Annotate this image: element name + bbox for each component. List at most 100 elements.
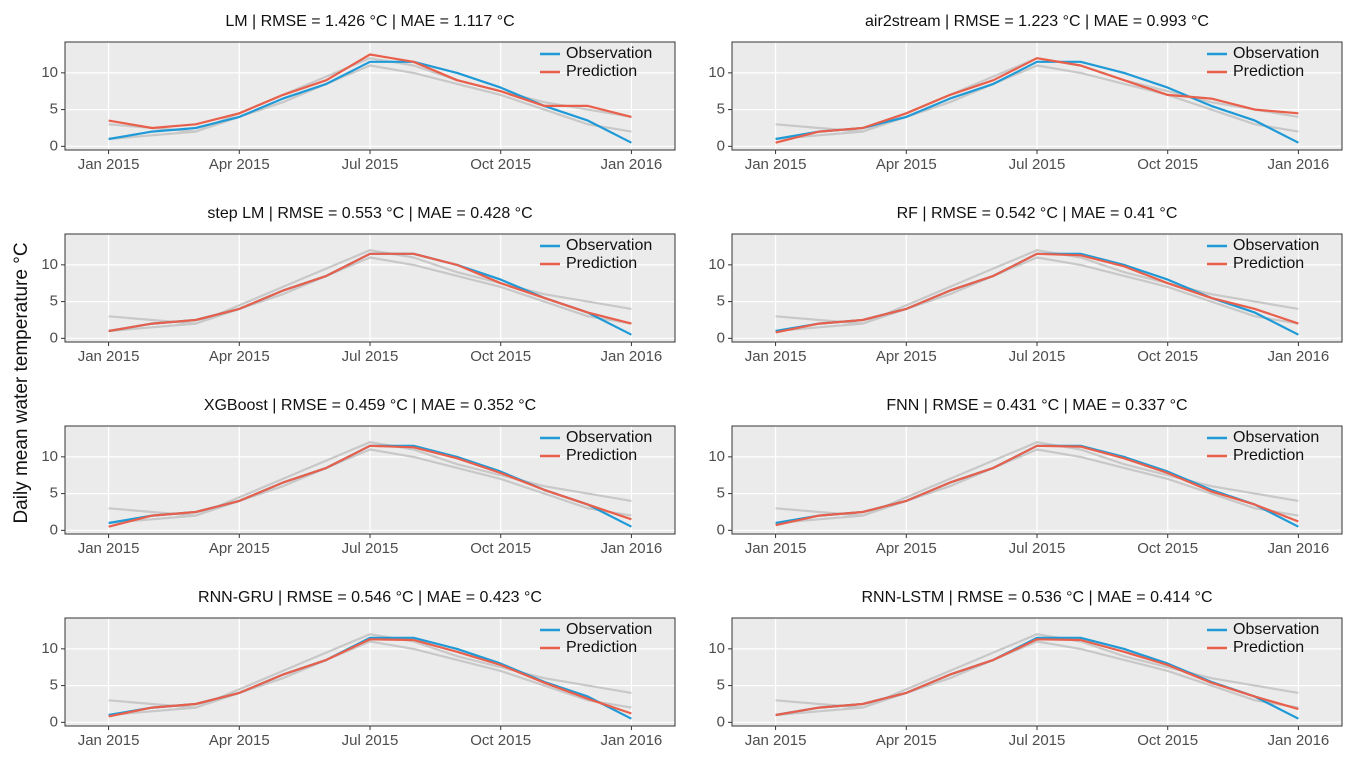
y-tick-label: 10: [708, 64, 725, 81]
x-tick-label: Apr 2015: [209, 732, 270, 749]
series-line: [108, 252, 632, 333]
x-tick-label: Jan 2016: [1268, 348, 1330, 365]
panel-title: air2stream | RMSE = 1.223 °C | MAE = 0.9…: [865, 13, 1209, 30]
series-line: [775, 57, 1299, 144]
plot-border: [64, 233, 676, 343]
legend-label: Observation: [1233, 45, 1319, 62]
plot-border: [64, 425, 676, 535]
x-tick-label: Jan 2015: [745, 540, 807, 557]
plot-border: [731, 617, 1343, 727]
y-tick-label: 5: [50, 677, 58, 694]
legend-label: Prediction: [1233, 63, 1304, 80]
legend-label: Prediction: [566, 63, 637, 80]
x-tick-label: Jan 2015: [78, 540, 140, 557]
y-tick-label: 10: [708, 448, 725, 465]
series-line: [775, 444, 1299, 527]
y-tick-label: 0: [50, 521, 58, 538]
plot-border: [731, 233, 1343, 343]
y-tick-label: 5: [717, 101, 725, 118]
x-tick-label: Oct 2015: [470, 732, 531, 749]
x-tick-label: Oct 2015: [470, 348, 531, 365]
x-tick-label: Apr 2015: [209, 156, 270, 173]
x-tick-label: Apr 2015: [876, 156, 937, 173]
x-tick-label: Oct 2015: [470, 540, 531, 557]
x-tick-label: Jul 2015: [342, 348, 399, 365]
legend-label: Observation: [566, 621, 652, 638]
y-tick-label: 10: [41, 256, 58, 273]
x-tick-label: Jan 2015: [78, 156, 140, 173]
x-tick-label: Apr 2015: [876, 348, 937, 365]
panel-title: FNN | RMSE = 0.431 °C | MAE = 0.337 °C: [886, 397, 1187, 414]
y-tick-label: 10: [708, 640, 725, 657]
plot-border: [64, 617, 676, 727]
series-line: [108, 64, 632, 141]
x-tick-label: Jul 2015: [1009, 540, 1066, 557]
x-tick-label: Oct 2015: [1137, 156, 1198, 173]
y-tick-label: 0: [717, 521, 725, 538]
y-tick-label: 0: [50, 329, 58, 346]
x-tick-label: Oct 2015: [1137, 540, 1198, 557]
plot-border: [64, 41, 676, 151]
x-tick-label: Jan 2016: [601, 540, 663, 557]
panel-title: LM | RMSE = 1.426 °C | MAE = 1.117 °C: [225, 13, 514, 30]
panel-title: step LM | RMSE = 0.553 °C | MAE = 0.428 …: [207, 205, 532, 222]
legend-label: Observation: [566, 237, 652, 254]
x-tick-label: Jan 2016: [1268, 540, 1330, 557]
y-tick-label: 5: [717, 293, 725, 310]
x-tick-label: Oct 2015: [470, 156, 531, 173]
y-tick-label: 0: [50, 713, 58, 730]
y-tick-label: 0: [50, 137, 58, 154]
legend-label: Observation: [1233, 621, 1319, 638]
x-tick-label: Jan 2015: [78, 348, 140, 365]
legend-label: Observation: [566, 429, 652, 446]
y-tick-label: 0: [717, 137, 725, 154]
series-line: [108, 256, 632, 333]
x-tick-label: Jan 2016: [601, 156, 663, 173]
y-tick-label: 5: [50, 485, 58, 502]
x-tick-label: Jan 2016: [601, 348, 663, 365]
series-line: [775, 640, 1299, 717]
legend-label: Prediction: [566, 255, 637, 272]
x-tick-label: Jan 2016: [1268, 732, 1330, 749]
series-line: [108, 640, 632, 717]
x-tick-label: Jul 2015: [1009, 348, 1066, 365]
series-line: [108, 444, 632, 528]
x-tick-label: Jan 2015: [745, 156, 807, 173]
x-tick-label: Oct 2015: [1137, 732, 1198, 749]
x-tick-label: Oct 2015: [1137, 348, 1198, 365]
legend-label: Prediction: [566, 639, 637, 656]
x-tick-label: Apr 2015: [209, 540, 270, 557]
x-tick-label: Jul 2015: [342, 540, 399, 557]
y-tick-label: 5: [717, 677, 725, 694]
x-tick-label: Jan 2015: [78, 732, 140, 749]
plot-border: [731, 41, 1343, 151]
x-tick-label: Jan 2015: [745, 348, 807, 365]
panel-title: XGBoost | RMSE = 0.459 °C | MAE = 0.352 …: [204, 397, 536, 414]
x-tick-label: Jul 2015: [1009, 732, 1066, 749]
x-tick-label: Apr 2015: [876, 732, 937, 749]
y-tick-label: 10: [41, 448, 58, 465]
x-tick-label: Apr 2015: [876, 540, 937, 557]
y-tick-label: 10: [41, 640, 58, 657]
y-axis-label: Daily mean water temperature °C: [11, 242, 32, 523]
series-line: [108, 53, 632, 130]
series-line: [775, 448, 1299, 525]
y-tick-label: 0: [717, 329, 725, 346]
x-tick-label: Jan 2016: [1268, 156, 1330, 173]
series-line: [775, 64, 1299, 141]
panel-title: RNN-GRU | RMSE = 0.546 °C | MAE = 0.423 …: [198, 589, 542, 606]
y-tick-label: 5: [717, 485, 725, 502]
y-tick-label: 5: [50, 293, 58, 310]
legend-label: Observation: [566, 45, 652, 62]
y-tick-label: 10: [708, 256, 725, 273]
x-tick-label: Jan 2015: [745, 732, 807, 749]
y-tick-label: 0: [717, 713, 725, 730]
legend-label: Prediction: [1233, 639, 1304, 656]
x-tick-label: Jan 2016: [601, 732, 663, 749]
series-line: [775, 256, 1299, 333]
y-tick-label: 5: [50, 101, 58, 118]
legend-label: Prediction: [1233, 255, 1304, 272]
x-tick-label: Jul 2015: [342, 156, 399, 173]
y-tick-label: 10: [41, 64, 58, 81]
